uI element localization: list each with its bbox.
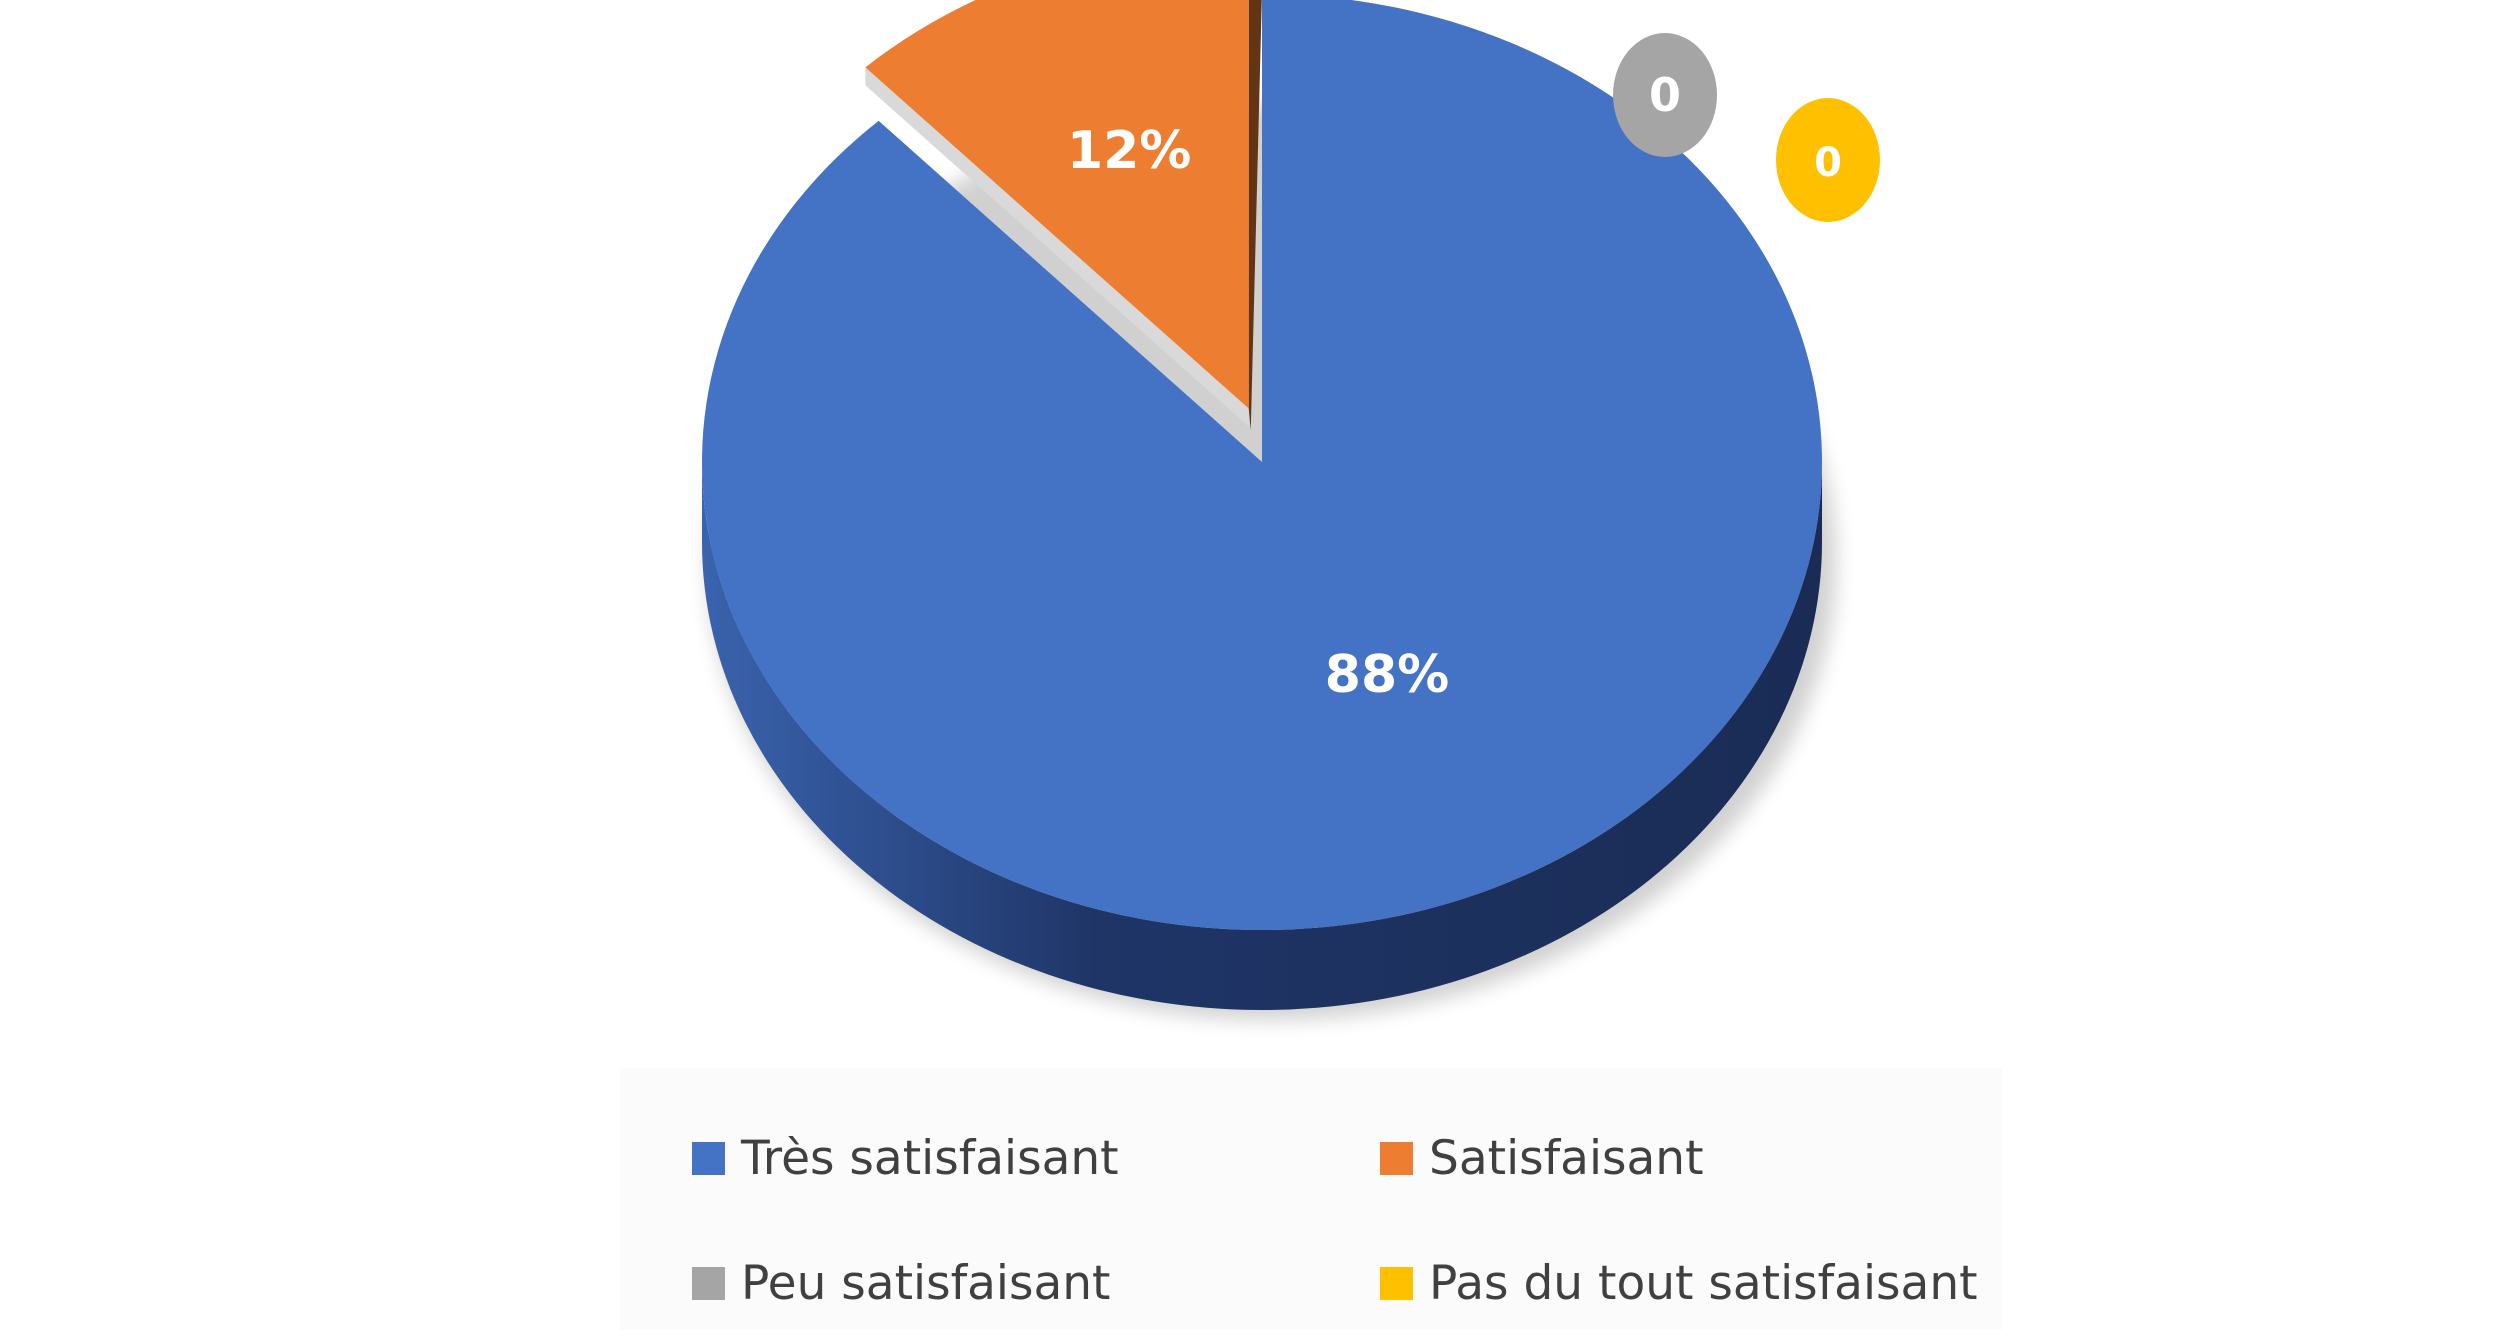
legend-item-peu-satisfaisant: Peu satisfaisant <box>692 1253 1110 1313</box>
legend-label-tres-satisfaisant: Très satisfaisant <box>741 1130 1119 1186</box>
data-label-tres-satisfaisant: 88% <box>1325 645 1449 705</box>
legend-label-satisfaisant: Satisfaisant <box>1429 1130 1704 1186</box>
pie-slice-tres-satisfaisant: 88% <box>702 0 1822 1010</box>
legend-label-peu-satisfaisant: Peu satisfaisant <box>741 1255 1111 1311</box>
zero-label-peu-satisfaisant: 0 <box>1613 33 1717 157</box>
zero-bubble-pas-du-tout-satisfaisant <box>1776 98 1880 222</box>
data-label-satisfaisant: 12% <box>1067 121 1191 181</box>
chart-legend: Très satisfaisant Satisfaisant Peu satis… <box>620 1068 2002 1330</box>
pie-top-satisfaisant <box>865 0 1249 409</box>
legend-label-pas-du-tout-satisfaisant: Pas du tout satisfaisant <box>1429 1255 1978 1311</box>
pie-cut-face-satisfaisant <box>865 67 1249 427</box>
pie-wall-satisfaisant <box>1248 0 1262 431</box>
zero-label-pas-du-tout-satisfaisant: 0 <box>1776 98 1880 222</box>
legend-item-pas-du-tout-satisfaisant: Pas du tout satisfaisant <box>1380 1253 1978 1313</box>
legend-item-tres-satisfaisant: Très satisfaisant <box>692 1128 1119 1188</box>
pie-slice-satisfaisant: 12% <box>865 0 1262 431</box>
pie-side-tres-satisfaisant <box>702 462 1822 1010</box>
pie-top-tres-satisfaisant <box>702 0 1822 930</box>
legend-swatch-peu-satisfaisant <box>692 1266 725 1300</box>
zero-bubble-peu-satisfaisant <box>1613 33 1717 157</box>
legend-swatch-satisfaisant <box>1380 1141 1413 1175</box>
zero-bubble-text-peu-satisfaisant: 0 <box>1649 68 1681 122</box>
legend-item-satisfaisant: Satisfaisant <box>1380 1128 1704 1188</box>
zero-bubble-text-pas-du-tout-satisfaisant: 0 <box>1814 140 1842 186</box>
legend-swatch-pas-du-tout-satisfaisant <box>1380 1266 1413 1300</box>
legend-swatch-tres-satisfaisant <box>692 1141 725 1175</box>
